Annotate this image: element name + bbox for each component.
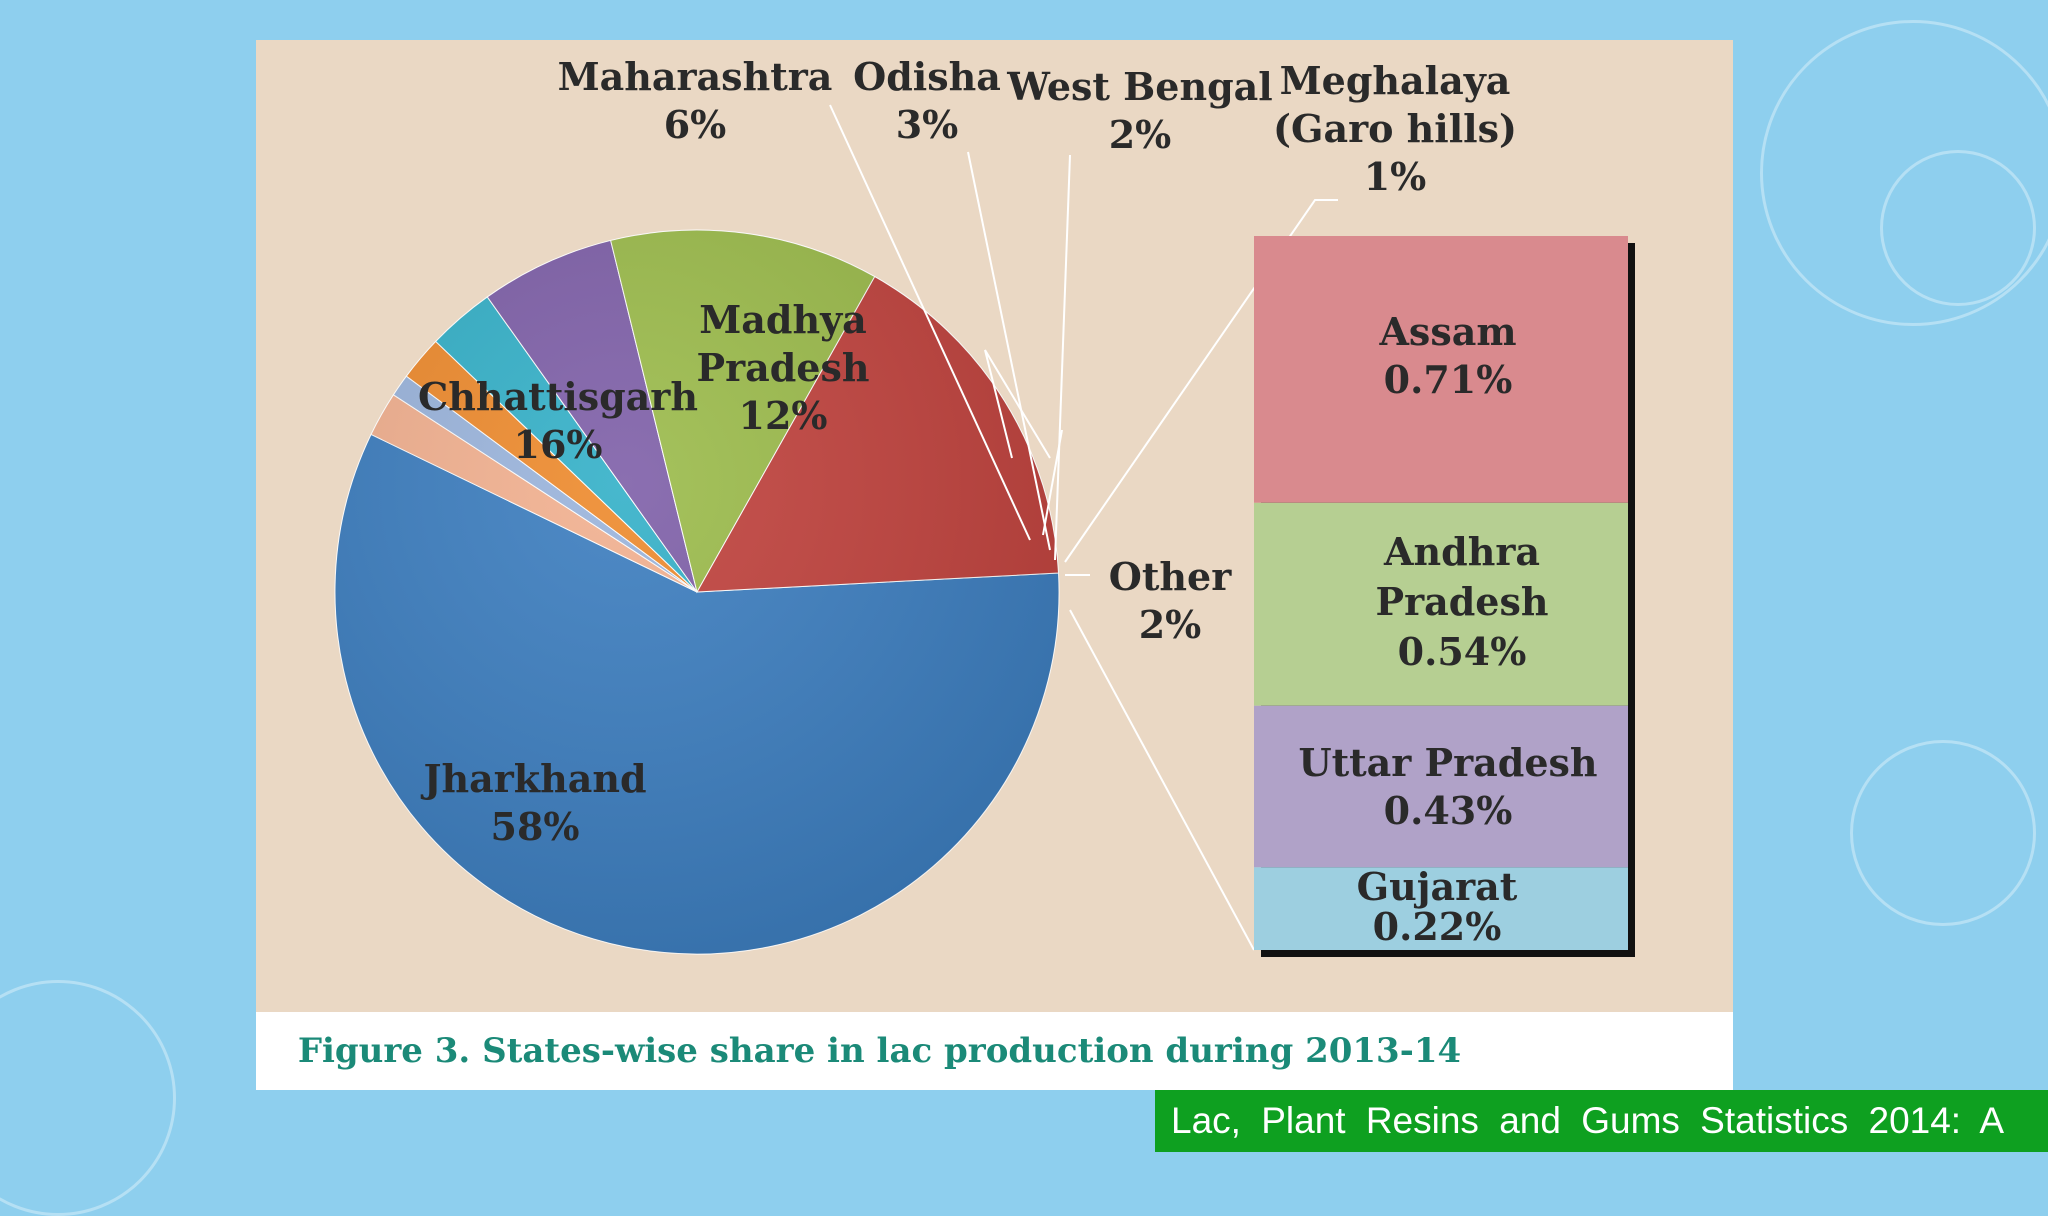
source-banner: Lac, Plant Resins and Gums Statistics 20… [1155,1090,2048,1152]
background-ring [1880,150,2036,306]
label-madhya-pradesh-line1: Madhya [699,297,867,342]
breakdown-segment-assam [1254,236,1628,503]
label-chhattisgarh-line2: 16% [514,422,603,467]
label-other-line2: 2% [1139,602,1202,647]
leader-line [1054,154,1071,561]
caption-strip: Figure 3. States-wise share in lac produ… [256,1012,1733,1090]
label-meghalaya-line3: 1% [1364,154,1427,199]
breakdown-segment-gujarat [1254,867,1628,950]
label-madhya-pradesh-line2: Pradesh [697,345,870,390]
label-gujarat-line2: 0.22% [1373,904,1502,949]
label-andhra-pradesh-line2: Pradesh [1376,579,1549,624]
label-meghalaya-line1: Meghalaya [1280,58,1511,103]
background-ring [1850,740,2036,926]
pie-chart: Jharkhand58%Chhattisgarh16%MadhyaPradesh… [334,54,1635,957]
breakdown-segment-andhra-pradesh [1254,502,1628,706]
label-gujarat-line1: Gujarat [1357,864,1518,909]
label-assam-line2: 0.71% [1384,357,1513,402]
breakdown-segment-uttar-pradesh [1254,705,1628,868]
label-madhya-pradesh-line3: 12% [739,393,828,438]
leader-line [984,349,1051,459]
label-west-bengal-line2: 2% [1109,112,1172,157]
label-andhra-pradesh-line1: Andhra [1383,529,1540,574]
label-odisha-line1: Odisha [853,54,1001,99]
leader-line [1064,199,1338,563]
pie-shading [335,230,1059,954]
label-west-bengal-line1: West Bengal [1006,64,1272,109]
label-odisha-line2: 3% [896,102,959,147]
background-ring [1760,20,2048,326]
label-maharashtra-line1: Maharashtra [558,54,833,99]
label-jharkhand-line1: Jharkhand [420,756,646,801]
label-assam-line1: Assam [1378,309,1516,354]
label-meghalaya-line2: (Garo hills) [1273,106,1517,151]
label-other-line1: Other [1109,554,1232,599]
leader-line [829,104,1031,541]
leader-line [1069,609,1255,951]
label-jharkhand-line2: 58% [491,804,580,849]
label-uttar-pradesh-line1: Uttar Pradesh [1298,740,1597,785]
leader-line [967,151,1051,551]
label-uttar-pradesh-line2: 0.43% [1384,788,1513,833]
figure-caption: Figure 3. States-wise share in lac produ… [297,1031,1462,1071]
label-chhattisgarh-line1: Chhattisgarh [418,374,698,419]
label-andhra-pradesh-line3: 0.54% [1398,629,1527,674]
label-maharashtra-line2: 6% [664,102,727,147]
